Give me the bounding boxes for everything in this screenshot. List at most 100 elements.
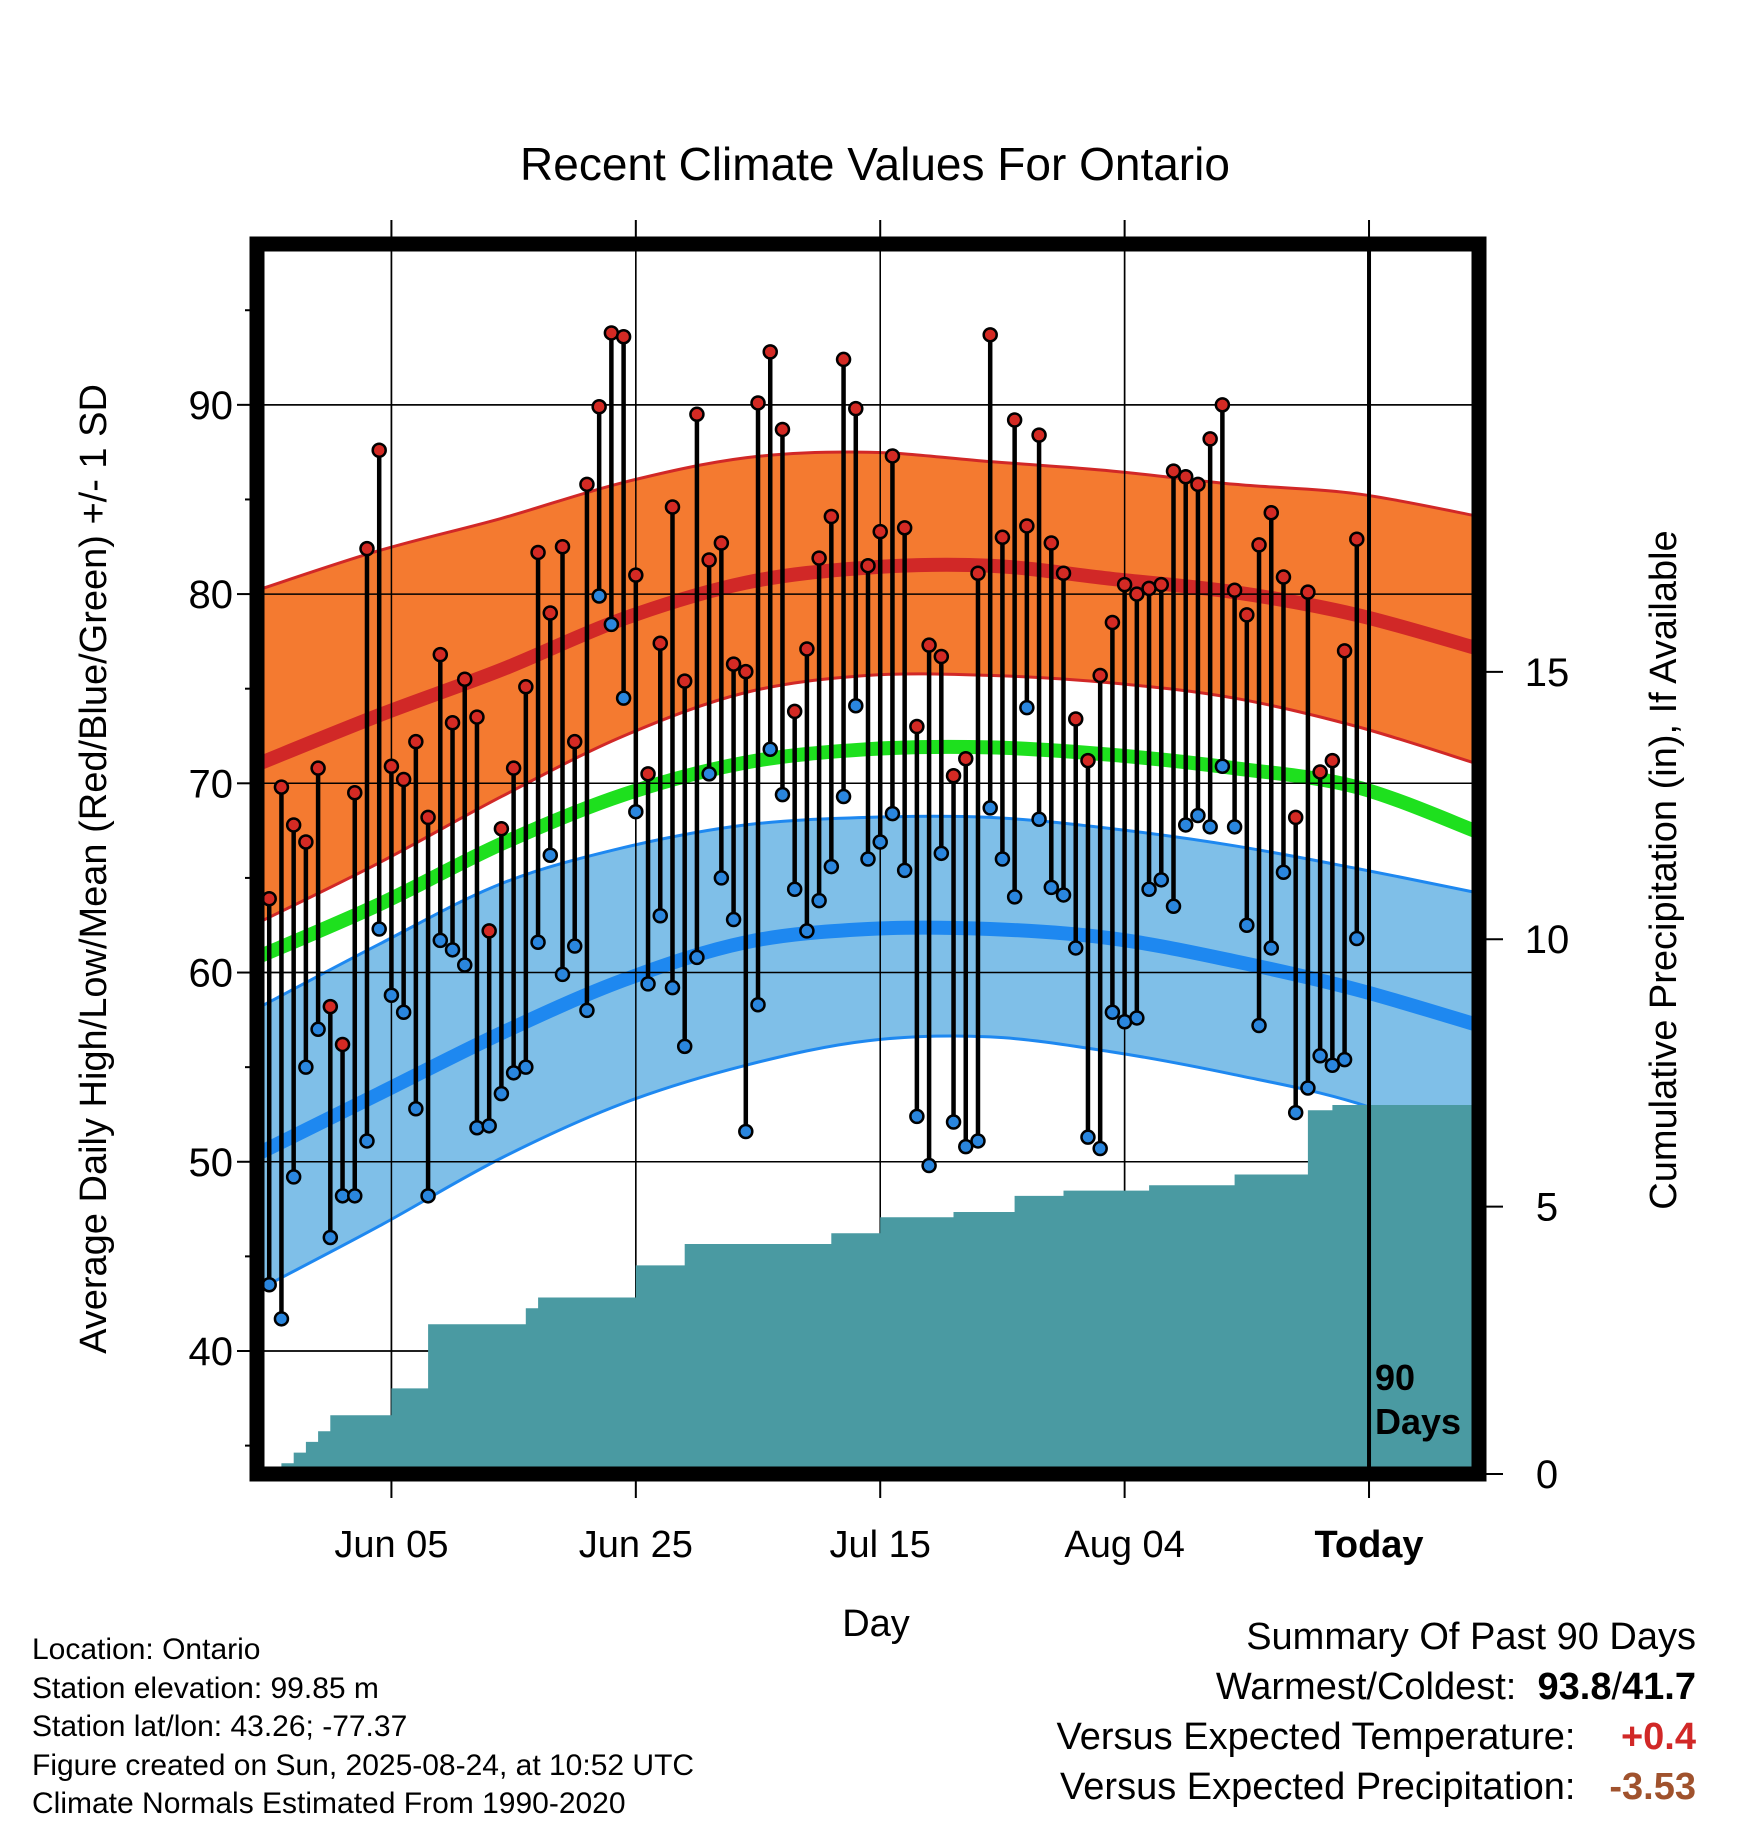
chart-title: Recent Climate Values For Ontario bbox=[520, 138, 1230, 190]
high-point bbox=[1080, 752, 1096, 769]
day-80 bbox=[1226, 582, 1243, 835]
high-point bbox=[750, 395, 766, 411]
day-9 bbox=[359, 540, 375, 1149]
high-point bbox=[420, 809, 436, 826]
day-30 bbox=[615, 328, 632, 706]
high-point bbox=[1092, 667, 1108, 684]
y-tick-label: 50 bbox=[189, 1141, 234, 1185]
low-point bbox=[738, 1123, 754, 1140]
day-52 bbox=[884, 448, 901, 822]
day-27 bbox=[579, 476, 595, 1019]
temp-anomaly-value: +0.4 bbox=[1620, 1716, 1696, 1758]
day-3 bbox=[285, 817, 302, 1185]
low-point bbox=[860, 851, 876, 867]
day-75 bbox=[1165, 463, 1182, 915]
y-tick-label: 80 bbox=[189, 573, 234, 617]
high-point bbox=[1165, 463, 1182, 479]
low-point bbox=[1324, 1057, 1341, 1074]
low-point bbox=[322, 1229, 339, 1246]
low-point bbox=[1202, 819, 1218, 835]
high-point bbox=[786, 703, 803, 720]
low-point bbox=[408, 1101, 424, 1117]
low-point bbox=[273, 1311, 290, 1327]
y-tick-label: 40 bbox=[189, 1330, 234, 1374]
temp-anomaly-row: Versus Expected Temperature: +0.4 bbox=[1057, 1712, 1696, 1762]
day-40 bbox=[738, 663, 754, 1140]
low-point bbox=[701, 766, 717, 782]
high-point bbox=[848, 400, 864, 417]
day-49 bbox=[848, 400, 864, 714]
low-point bbox=[676, 1038, 693, 1055]
low-point bbox=[444, 942, 461, 958]
high-point bbox=[982, 327, 998, 343]
daily-observations bbox=[261, 325, 1365, 1327]
low-point bbox=[432, 932, 449, 949]
low-point bbox=[1129, 1010, 1145, 1026]
low-point bbox=[1153, 872, 1170, 888]
day-7 bbox=[334, 1036, 351, 1204]
day-18 bbox=[469, 709, 485, 1136]
day-5 bbox=[310, 760, 326, 1038]
low-point bbox=[786, 881, 803, 898]
low-point bbox=[1214, 758, 1231, 775]
high-point bbox=[909, 718, 925, 735]
y2-tick-label: 0 bbox=[1536, 1453, 1558, 1497]
high-point bbox=[811, 550, 827, 566]
day-41 bbox=[750, 395, 766, 1013]
low-point bbox=[1251, 1017, 1267, 1034]
day-22 bbox=[518, 679, 534, 1075]
day-17 bbox=[456, 671, 473, 973]
day-43 bbox=[774, 421, 791, 803]
today-label-unit: Days bbox=[1375, 1401, 1461, 1442]
high-point bbox=[1312, 764, 1328, 780]
high-point bbox=[738, 663, 754, 680]
high-point bbox=[1202, 431, 1218, 447]
low-point bbox=[823, 858, 840, 875]
high-point bbox=[933, 648, 950, 665]
low-point bbox=[1263, 940, 1280, 956]
high-point bbox=[456, 671, 473, 687]
high-point bbox=[701, 552, 717, 568]
low-point bbox=[383, 987, 400, 1003]
high-point bbox=[530, 544, 546, 561]
high-point bbox=[493, 820, 510, 837]
low-point bbox=[347, 1188, 363, 1204]
day-84 bbox=[1275, 569, 1292, 880]
low-point bbox=[469, 1119, 485, 1136]
low-point bbox=[1067, 940, 1084, 956]
low-point bbox=[1300, 1080, 1316, 1096]
day-2 bbox=[273, 779, 290, 1327]
elevation-text: Station elevation: 99.85 m bbox=[32, 1671, 379, 1705]
low-point bbox=[1080, 1129, 1096, 1145]
day-29 bbox=[603, 325, 620, 633]
low-point bbox=[1006, 889, 1023, 905]
low-point bbox=[896, 862, 913, 879]
today-label: 90 Days bbox=[1375, 1357, 1461, 1442]
high-point bbox=[921, 637, 937, 653]
high-point bbox=[945, 767, 962, 784]
day-62 bbox=[1006, 412, 1023, 905]
high-point bbox=[444, 715, 461, 731]
high-point bbox=[872, 523, 888, 540]
y-tick-label: 70 bbox=[189, 762, 234, 806]
temp-anomaly-label: Versus Expected Temperature: bbox=[1056, 1716, 1576, 1758]
normal-low-line bbox=[257, 920, 1479, 1161]
low-point bbox=[530, 934, 546, 951]
low-point bbox=[628, 803, 644, 820]
high-point bbox=[896, 520, 913, 536]
day-56 bbox=[933, 648, 950, 862]
latlon-text: Station lat/lon: 43.26; -77.37 bbox=[32, 1710, 408, 1743]
high-point bbox=[994, 529, 1011, 546]
low-point bbox=[799, 923, 815, 939]
low-point bbox=[359, 1133, 375, 1149]
low-point bbox=[1141, 881, 1157, 898]
plot-area: 90 Days bbox=[257, 244, 1479, 1474]
day-10 bbox=[371, 442, 387, 937]
y2-tick-label: 5 bbox=[1536, 1186, 1558, 1230]
day-28 bbox=[591, 398, 607, 604]
day-16 bbox=[444, 715, 461, 958]
day-45 bbox=[799, 641, 815, 939]
low-point bbox=[1287, 1104, 1304, 1121]
low-point bbox=[395, 1004, 412, 1021]
